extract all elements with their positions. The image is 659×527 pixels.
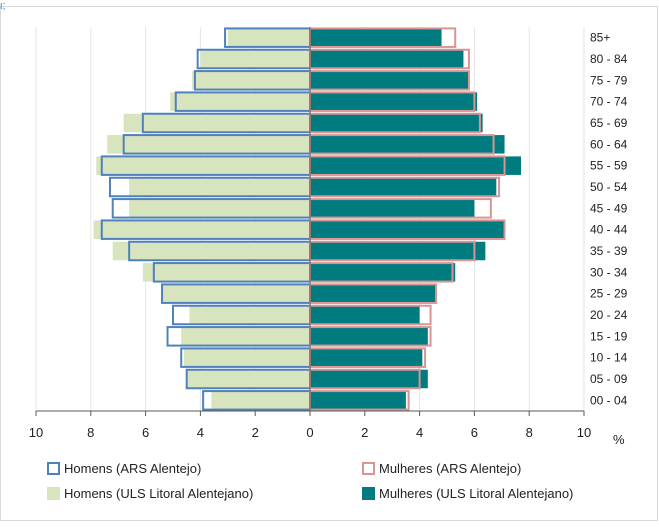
x-unit-label: %: [613, 432, 625, 447]
legend-swatch: [362, 462, 375, 475]
x-tick-label: 4: [197, 425, 204, 440]
bar-mulheres-uls: [310, 199, 475, 218]
bar-mulheres-uls: [310, 263, 456, 282]
age-label: 85+: [590, 31, 610, 45]
x-tick-label: 8: [526, 425, 533, 440]
bar-homens-uls: [129, 177, 310, 197]
bar-homens-uls: [142, 263, 310, 282]
x-tick-labels: 10 8 6 4 2 0 2 4 6 8 10%: [29, 425, 625, 447]
x-tick-label: 4: [416, 425, 423, 440]
bar-homens-uls: [183, 348, 310, 367]
age-label: 40 - 44: [590, 223, 628, 237]
x-tick-label: 2: [252, 425, 259, 440]
age-label: 10 - 14: [590, 351, 628, 365]
age-label: 25 - 29: [590, 287, 628, 301]
bar-homens-uls: [93, 220, 310, 239]
legend-label: Homens (ARS Alentejo): [64, 461, 201, 476]
legend-swatch: [362, 487, 375, 500]
x-tick-label: 10: [577, 425, 591, 440]
bar-homens-uls: [192, 71, 310, 90]
age-label: 55 - 59: [590, 159, 628, 173]
bar-homens-uls: [227, 28, 310, 47]
bar-mulheres-uls: [310, 369, 428, 389]
bar-homens-uls: [107, 135, 311, 154]
top-fragment-text: ι;: [0, 0, 6, 12]
bar-mulheres-uls: [310, 391, 406, 410]
legend-label: Homens (ULS Litoral Alentejano): [64, 486, 253, 501]
bar-homens-uls: [123, 113, 311, 133]
bar-mulheres-uls: [310, 241, 486, 261]
x-tick-label: 6: [142, 425, 149, 440]
bar-mulheres-uls: [310, 135, 505, 154]
bar-mulheres-uls: [310, 156, 521, 175]
x-tick-label: 0: [306, 425, 313, 440]
bar-homens-uls: [96, 156, 310, 175]
chart-axes: [35, 27, 585, 416]
bar-mulheres-uls: [310, 177, 497, 197]
bar-mulheres-uls: [310, 220, 505, 239]
age-label: 60 - 64: [590, 137, 628, 151]
bar-mulheres-uls: [310, 327, 428, 346]
x-tick-label: 10: [29, 425, 43, 440]
bar-homens-uls: [170, 92, 310, 111]
chart-border: [0, 6, 658, 521]
age-label: 30 - 34: [590, 265, 628, 279]
legend: Homens (ARS Alentejo) Mulheres (ARS Alent…: [47, 461, 573, 501]
bar-mulheres-uls: [310, 305, 420, 325]
x-tick-label: 8: [87, 425, 94, 440]
bar-mulheres-uls: [310, 28, 442, 47]
chart-gridlines: [0, 6, 658, 521]
age-label: 80 - 84: [590, 52, 628, 66]
bar-homens-uls: [181, 327, 310, 346]
bar-mulheres-uls: [310, 71, 469, 90]
age-label: 65 - 69: [590, 116, 628, 130]
bar-homens-uls: [189, 305, 310, 325]
chart-bars: [93, 27, 521, 411]
age-label: 15 - 19: [590, 329, 628, 343]
age-label: 35 - 39: [590, 244, 628, 258]
bar-homens-uls: [211, 391, 310, 410]
bar-mulheres-uls: [310, 49, 464, 69]
age-label: 05 - 09: [590, 372, 628, 386]
legend-swatch: [47, 487, 60, 500]
legend-label: Mulheres (ARS Alentejo): [379, 461, 521, 476]
bar-homens-uls: [200, 49, 310, 69]
age-group-labels: 00 - 04 05 - 09 10 - 14 15 - 19 20 - 24 25 - …: [590, 31, 628, 408]
bar-homens-uls: [112, 241, 310, 261]
age-label: 75 - 79: [590, 73, 628, 87]
legend-swatch: [47, 462, 60, 475]
age-label: 00 - 04: [590, 393, 628, 407]
bar-mulheres-uls: [310, 284, 437, 303]
legend-label: Mulheres (ULS Litoral Alentejano): [379, 486, 573, 501]
bar-mulheres-uls: [310, 113, 483, 133]
bar-mulheres-uls: [310, 348, 423, 367]
age-label: 45 - 49: [590, 201, 628, 215]
x-tick-label: 6: [471, 425, 478, 440]
age-label: 20 - 24: [590, 308, 628, 322]
bar-homens-uls: [129, 199, 310, 218]
bar-homens-uls: [162, 284, 310, 303]
bar-homens-uls: [186, 369, 310, 389]
x-tick-label: 2: [361, 425, 368, 440]
age-label: 50 - 54: [590, 180, 628, 194]
bar-mulheres-uls: [310, 92, 478, 111]
age-label: 70 - 74: [590, 95, 628, 109]
